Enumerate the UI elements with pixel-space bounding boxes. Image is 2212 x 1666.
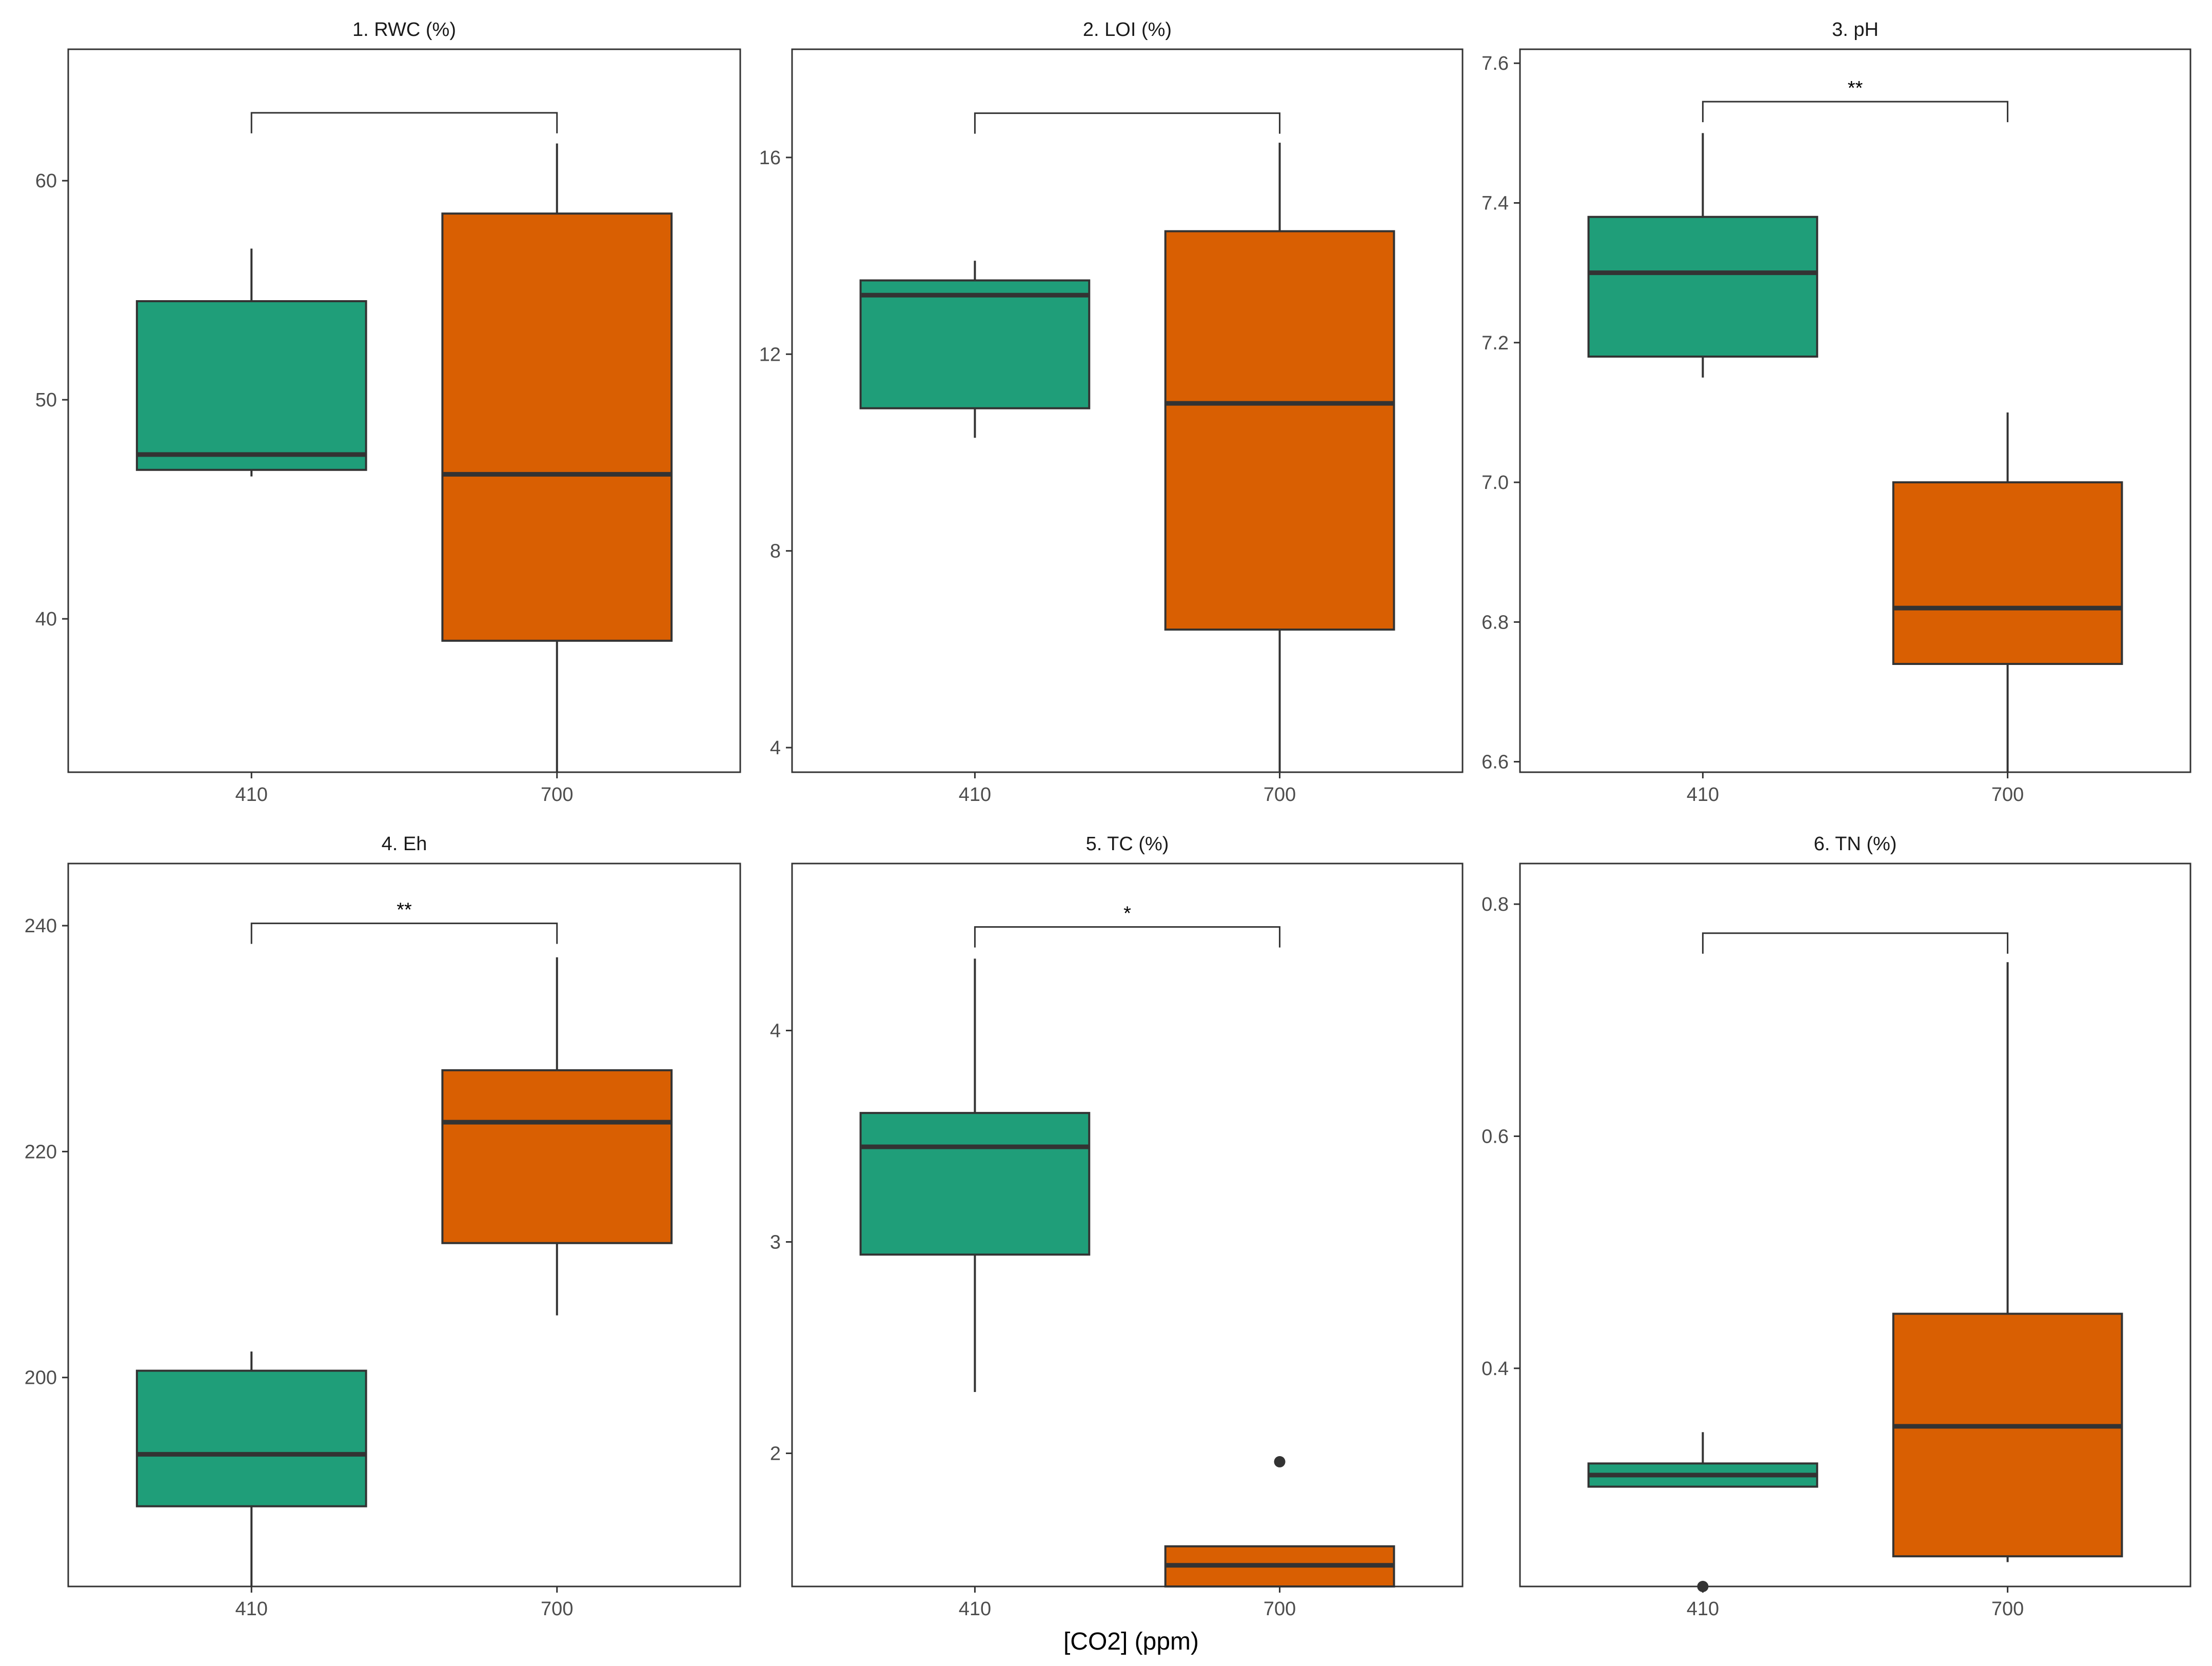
y-tick-label: 6.8	[1482, 612, 1509, 633]
y-tick-label: 8	[770, 541, 781, 562]
box-iqr	[1587, 215, 1819, 358]
panel-3: 3. pH 6.6 6.8 7.0 7.2 7.4 7.6 410 700 **	[1482, 19, 2191, 806]
y-tick-label: 7.0	[1482, 472, 1509, 494]
significance-bracket	[1702, 932, 2009, 954]
y-tick-label: 7.4	[1482, 192, 1509, 214]
panel-title: 2. LOI (%)	[1083, 19, 1172, 41]
x-tick-label: 700	[541, 784, 573, 806]
outlier-point	[1697, 1581, 1709, 1592]
panel-title: 6. TN (%)	[1814, 833, 1897, 855]
box-iqr	[1892, 481, 2123, 665]
box-iqr	[1164, 230, 1395, 631]
y-tick-label: 4	[770, 737, 781, 759]
significance-bracket	[974, 112, 1281, 134]
x-tick-label: 410	[235, 1598, 268, 1620]
y-tick-label: 0.6	[1482, 1126, 1509, 1147]
significance-label: **	[1848, 77, 1863, 99]
panel-4: 4. Eh 200 220 240 410 700 **	[25, 833, 741, 1620]
significance-label: *	[1123, 903, 1131, 925]
y-tick-label: 16	[759, 147, 781, 169]
panel-6: 6. TN (%) 0.4 0.6 0.8 410 700	[1482, 833, 2191, 1620]
y-tick-label: 12	[759, 344, 781, 365]
box-700	[441, 957, 673, 1316]
y-tick-label: 2	[770, 1443, 781, 1464]
panel-frame	[1519, 48, 2191, 773]
box-700	[1164, 1456, 1395, 1587]
y-tick-label: 7.6	[1482, 53, 1509, 74]
y-tick-label: 4	[770, 1020, 781, 1042]
box-410	[859, 958, 1091, 1392]
box-410	[1587, 133, 1819, 378]
y-tick-label: 50	[35, 389, 57, 411]
box-iqr	[441, 212, 673, 642]
y-tick-label: 200	[25, 1367, 57, 1389]
x-tick-label: 700	[541, 1598, 573, 1620]
box-700	[1164, 143, 1395, 772]
x-tick-label: 410	[1687, 1598, 1719, 1620]
x-tick-label: 700	[1991, 784, 2024, 806]
box-410	[1587, 1432, 1819, 1592]
panel-frame	[1519, 863, 2191, 1587]
y-tick-label: 0.4	[1482, 1358, 1509, 1380]
panel-2: 2. LOI (%) 4 8 12 16 410 700	[759, 19, 1464, 806]
box-700	[1892, 412, 2123, 772]
y-tick-label: 240	[25, 915, 57, 937]
panel-title: 5. TC (%)	[1086, 833, 1169, 855]
box-iqr	[859, 1112, 1091, 1256]
box-iqr	[135, 300, 367, 471]
x-tick-label: 410	[235, 784, 268, 806]
significance-bracket	[974, 926, 1281, 948]
box-410	[859, 261, 1091, 438]
y-tick-label: 0.8	[1482, 894, 1509, 915]
x-tick-label: 410	[959, 784, 991, 806]
x-tick-label: 410	[959, 1598, 991, 1620]
box-iqr	[135, 1369, 367, 1507]
panel-1: 1. RWC (%) 40 50 60 410 700	[35, 19, 741, 806]
y-tick-label: 6.6	[1482, 752, 1509, 773]
outlier-point	[1274, 1456, 1286, 1467]
x-axis-title: [CO2] (ppm)	[1063, 1628, 1199, 1655]
x-tick-label: 410	[1687, 784, 1719, 806]
x-tick-label: 700	[1991, 1598, 2024, 1620]
panel-title: 1. RWC (%)	[352, 19, 456, 41]
panel-title: 4. Eh	[382, 833, 427, 855]
box-700	[1892, 962, 2123, 1562]
panel-frame	[67, 48, 741, 773]
significance-bracket	[250, 112, 558, 133]
panel-title: 3. pH	[1832, 19, 1879, 41]
panel-frame	[791, 48, 1464, 773]
box-410	[135, 1351, 367, 1586]
x-tick-label: 700	[1263, 1598, 1296, 1620]
y-tick-label: 220	[25, 1141, 57, 1163]
y-tick-label: 60	[35, 170, 57, 192]
y-tick-label: 7.2	[1482, 332, 1509, 354]
significance-bracket	[250, 923, 558, 944]
panel-frame	[67, 863, 741, 1587]
y-tick-label: 40	[35, 609, 57, 630]
significance-label: **	[397, 899, 412, 921]
box-700	[441, 143, 673, 772]
box-iqr	[1892, 1312, 2123, 1558]
box-410	[135, 248, 367, 477]
y-tick-label: 3	[770, 1231, 781, 1253]
panel-frame	[791, 863, 1464, 1587]
significance-bracket	[1702, 101, 2009, 123]
panel-5: 5. TC (%) 2 3 4 410 700 *	[770, 833, 1464, 1620]
box-iqr	[441, 1069, 673, 1244]
x-tick-label: 700	[1263, 784, 1296, 806]
box-iqr	[859, 279, 1091, 409]
